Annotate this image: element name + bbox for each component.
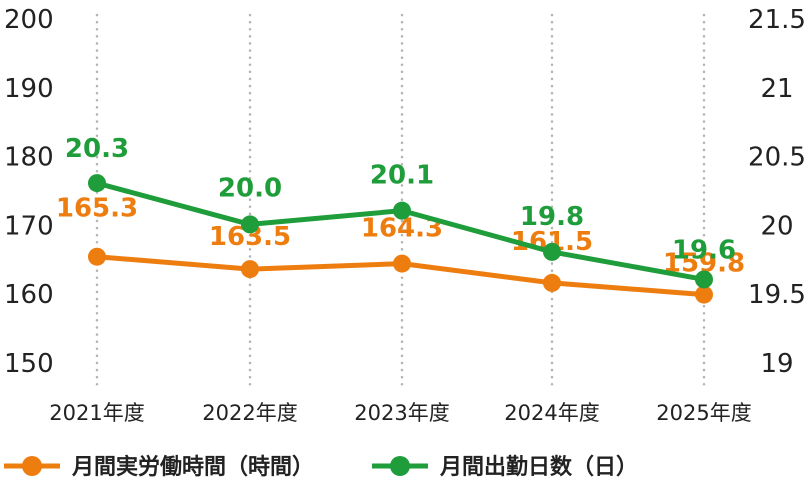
series-1-point bbox=[393, 254, 411, 273]
y-left-tick-label: 200 bbox=[4, 5, 54, 35]
y-right-tick-label: 19.5 bbox=[748, 280, 806, 310]
series-2-point bbox=[393, 201, 411, 220]
x-tick-label: 2021年度 bbox=[49, 401, 144, 425]
series-1-point bbox=[88, 247, 106, 266]
y-left-tick-label: 150 bbox=[4, 349, 54, 379]
series-2-data-label: 20.0 bbox=[218, 173, 282, 203]
y-right-tick-label: 20 bbox=[760, 211, 793, 241]
x-tick-label: 2022年度 bbox=[202, 401, 297, 425]
legend-swatch-marker-2 bbox=[390, 456, 410, 476]
x-tick-label: 2025年度 bbox=[656, 401, 751, 425]
y-right-tick-label: 21 bbox=[760, 74, 793, 104]
x-tick-label: 2023年度 bbox=[354, 401, 449, 425]
legend-entry-1: 月間実労働時間（時間） bbox=[71, 454, 314, 480]
series-1-point bbox=[695, 285, 713, 304]
axes: 150 160 170 180 190 200 19 19.5 20 20.5 21 21.5 2021… bbox=[4, 5, 806, 425]
series-2-point bbox=[543, 242, 561, 261]
series-2-point bbox=[241, 215, 259, 234]
y-left-tick-label: 170 bbox=[4, 211, 54, 241]
series-2-point bbox=[88, 174, 106, 193]
grid-lines bbox=[95, 13, 706, 387]
series-2-data-label: 19.8 bbox=[520, 202, 584, 232]
series-1-point bbox=[543, 273, 561, 292]
series-1-point bbox=[241, 260, 259, 279]
y-right-tick-label: 21.5 bbox=[748, 5, 806, 35]
series-1-data-label: 165.3 bbox=[56, 194, 138, 224]
x-tick-label: 2024年度 bbox=[504, 401, 599, 425]
legend: 月間実労働時間（時間） 月間出勤日数（日） bbox=[4, 454, 638, 480]
series-2-data-label: 20.3 bbox=[65, 134, 129, 164]
y-left-tick-label: 160 bbox=[4, 280, 54, 310]
y-left-tick-label: 180 bbox=[4, 143, 54, 173]
series-2-point bbox=[695, 270, 713, 289]
y-left-tick-label: 190 bbox=[4, 74, 54, 104]
y-right-tick-label: 20.5 bbox=[748, 143, 806, 173]
y-right-tick-label: 19 bbox=[760, 349, 793, 379]
series-2-data-label: 19.6 bbox=[672, 235, 736, 265]
legend-entry-2: 月間出勤日数（日） bbox=[439, 454, 638, 480]
legend-swatch-marker-1 bbox=[22, 456, 42, 476]
series-2-data-label: 20.1 bbox=[370, 161, 434, 191]
